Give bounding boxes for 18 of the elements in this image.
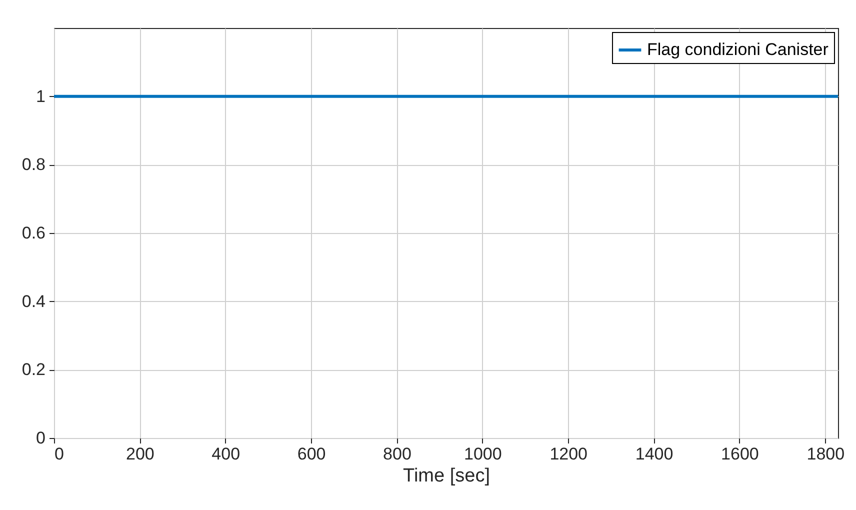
x-tick-label: 1800	[806, 444, 845, 464]
x-tick-label: 1400	[635, 444, 674, 464]
y-tick-label: 0.8	[22, 155, 46, 174]
y-tick-label: 0	[36, 428, 46, 448]
y-tick-label: 0.6	[22, 224, 46, 242]
y-tick-label: 1	[36, 86, 46, 106]
x-tick-label: 200	[126, 444, 154, 464]
x-tick-label: 1200	[550, 444, 588, 464]
y-tick-label: 0.4	[22, 292, 46, 311]
y-tick-label: 0.2	[22, 360, 46, 380]
x-tick-label: 0	[54, 444, 64, 464]
x-tick-label: 1000	[464, 444, 502, 464]
x-tick-label: 600	[297, 444, 326, 464]
x-tick-label: 400	[212, 444, 240, 464]
x-axis-title: Time [sec]	[403, 466, 490, 486]
x-tick-label: 1600	[721, 444, 759, 464]
x-tick-label: 800	[383, 444, 412, 464]
legend-label: Flag condizioni Canister	[647, 40, 829, 59]
